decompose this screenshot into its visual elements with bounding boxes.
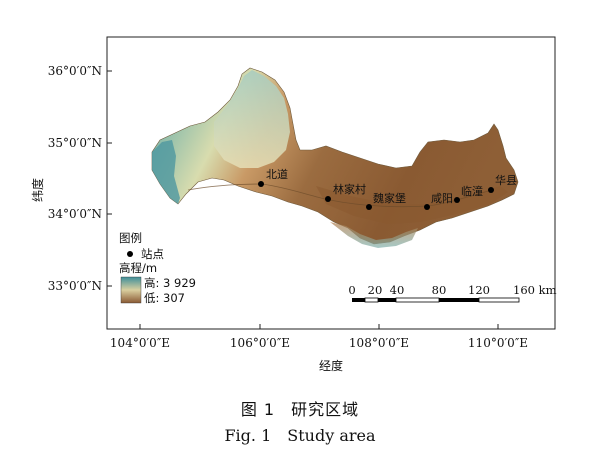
longitude-axis: 104°0′0″E 106°0′0″E 108°0′0″E 110°0′0″E	[110, 324, 528, 350]
scale-tick-0: 0	[348, 283, 355, 297]
legend-title: 图例	[119, 231, 142, 245]
scale-tick-120: 120	[468, 283, 490, 297]
legend-high-label: 高: 3 929	[144, 276, 196, 290]
lon-tick-104: 104°0′0″E	[110, 336, 170, 350]
legend-elevation-title: 高程/m	[119, 261, 157, 275]
figure-caption-cn: 图 1 研究区域	[0, 396, 600, 420]
lat-tick-36: 36°0′0″N	[48, 64, 102, 78]
scale-segment	[439, 298, 479, 302]
scale-segment	[352, 298, 365, 302]
western-highland	[152, 140, 180, 204]
lon-tick-108: 108°0′0″E	[349, 336, 409, 350]
scale-tick-160: 160 km	[513, 283, 557, 297]
station-label: 北道	[266, 167, 288, 181]
station-marker	[366, 204, 372, 210]
legend-color-ramp	[120, 276, 142, 304]
lat-tick-35: 35°0′0″N	[48, 136, 102, 150]
latitude-axis: 36°0′0″N 35°0′0″N 34°0′0″N 33°0′0″N	[48, 64, 112, 293]
station-marker	[488, 187, 494, 193]
figure-caption-en: Fig. 1 Study area	[0, 426, 600, 445]
caption-cn-title: 研究区域	[291, 400, 360, 419]
station-linjiacun: 林家村	[325, 182, 366, 202]
y-axis-title: 纬度	[30, 178, 45, 202]
station-lintong: 临潼	[454, 184, 483, 203]
lowland-valley	[316, 186, 508, 224]
legend-station-label: 站点	[141, 247, 164, 261]
lat-tick-34: 34°0′0″N	[48, 207, 102, 221]
scale-bar: 0 20 40 80 120 160 km	[348, 283, 557, 303]
station-huaxian: 华县	[488, 173, 517, 193]
stations: 北道 林家村 魏家堡 咸阳 临潼 华县	[258, 167, 517, 210]
caption-cn-number: 图 1	[240, 400, 276, 419]
station-beidao: 北道	[258, 167, 288, 187]
station-label: 林家村	[333, 182, 366, 196]
station-label: 咸阳	[431, 192, 453, 205]
scale-segment	[364, 297, 379, 303]
scale-tick-80: 80	[432, 283, 447, 297]
southern-fringe	[330, 222, 418, 248]
scale-tick-40: 40	[390, 283, 405, 297]
station-label: 临潼	[461, 184, 483, 198]
caption-en-number: Fig. 1	[224, 426, 272, 445]
station-marker	[258, 181, 264, 187]
station-label: 华县	[495, 173, 517, 187]
scale-segment	[378, 298, 396, 302]
scale-segment	[478, 297, 520, 303]
legend-low-label: 低: 307	[144, 291, 185, 305]
scale-tick-20: 20	[368, 283, 383, 297]
station-weijiabao: 魏家堡	[366, 191, 406, 210]
x-axis-title: 经度	[319, 358, 343, 373]
legend-station-symbol	[127, 251, 133, 257]
lon-tick-106: 106°0′0″E	[230, 336, 290, 350]
station-marker	[454, 197, 460, 203]
station-label: 魏家堡	[373, 191, 406, 205]
northern-highland	[214, 70, 290, 168]
lat-tick-33: 33°0′0″N	[48, 279, 102, 293]
station-marker	[325, 196, 331, 202]
station-marker	[424, 204, 430, 210]
station-xianyang: 咸阳	[424, 192, 453, 210]
scale-segment	[395, 297, 440, 303]
lon-tick-110: 110°0′0″E	[468, 336, 528, 350]
map-legend: 图例 站点 高程/m 高: 3 929 低: 307	[119, 231, 196, 305]
caption-en-title: Study area	[287, 426, 376, 445]
